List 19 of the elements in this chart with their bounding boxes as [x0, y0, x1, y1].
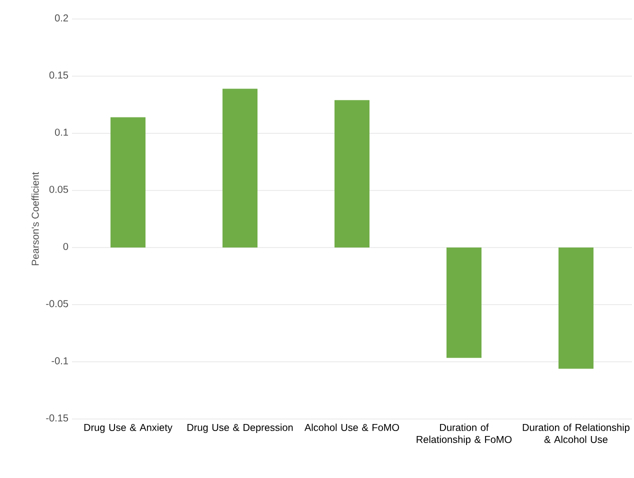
- y-tick-label: 0.05: [49, 186, 68, 193]
- y-tick-label: -0.15: [46, 414, 68, 422]
- x-tick-label: Drug Use & Anxiety: [84, 424, 172, 433]
- y-tick-label: -0.1: [52, 357, 68, 364]
- y-tick-label: 0.15: [49, 72, 68, 79]
- x-tick-label: Duration of Relationship & FoMO: [416, 424, 512, 445]
- bar: [334, 100, 370, 248]
- y-tick-label: -0.05: [46, 300, 68, 308]
- y-tick-label: 0.2: [54, 14, 68, 22]
- x-tick-label: Duration of Relationship & Alcohol Use: [522, 424, 630, 444]
- bar: [446, 248, 482, 358]
- bar: [110, 117, 146, 248]
- x-tick-label: Drug Use & Depression: [187, 424, 293, 433]
- y-axis-title: Pearson's Coefficient: [31, 172, 39, 266]
- bar: [558, 248, 594, 369]
- y-tick-label: 0.1: [54, 128, 68, 136]
- y-tick-label: 0: [63, 242, 68, 250]
- bar: [222, 88, 258, 248]
- x-tick-label: Alcohol Use & FoMO: [304, 424, 400, 432]
